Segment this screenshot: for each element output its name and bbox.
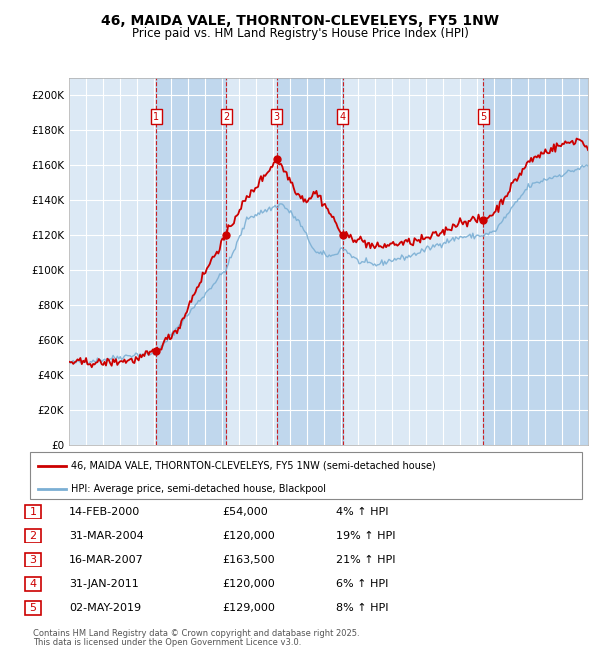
Text: 16-MAR-2007: 16-MAR-2007 <box>69 554 144 565</box>
Text: 2: 2 <box>29 530 37 541</box>
FancyBboxPatch shape <box>25 577 41 591</box>
Text: Contains HM Land Registry data © Crown copyright and database right 2025.: Contains HM Land Registry data © Crown c… <box>33 629 359 638</box>
Text: 02-MAY-2019: 02-MAY-2019 <box>69 603 141 613</box>
Text: 8% ↑ HPI: 8% ↑ HPI <box>336 603 389 613</box>
Text: 5: 5 <box>480 112 487 122</box>
Bar <box>156 78 226 445</box>
Bar <box>483 78 588 445</box>
Bar <box>277 78 343 445</box>
Text: 3: 3 <box>29 554 37 565</box>
Text: £120,000: £120,000 <box>222 530 275 541</box>
Text: £163,500: £163,500 <box>222 554 275 565</box>
Text: £120,000: £120,000 <box>222 578 275 589</box>
Text: 14-FEB-2000: 14-FEB-2000 <box>69 506 140 517</box>
Text: 1: 1 <box>29 506 37 517</box>
FancyBboxPatch shape <box>25 601 41 615</box>
Text: £54,000: £54,000 <box>222 506 268 517</box>
Text: 4: 4 <box>29 578 37 589</box>
Text: 19% ↑ HPI: 19% ↑ HPI <box>336 530 395 541</box>
Text: Price paid vs. HM Land Registry's House Price Index (HPI): Price paid vs. HM Land Registry's House … <box>131 27 469 40</box>
Text: 6% ↑ HPI: 6% ↑ HPI <box>336 578 388 589</box>
Text: This data is licensed under the Open Government Licence v3.0.: This data is licensed under the Open Gov… <box>33 638 301 647</box>
Text: 46, MAIDA VALE, THORNTON-CLEVELEYS, FY5 1NW (semi-detached house): 46, MAIDA VALE, THORNTON-CLEVELEYS, FY5 … <box>71 460 436 471</box>
FancyBboxPatch shape <box>25 552 41 567</box>
Text: £129,000: £129,000 <box>222 603 275 613</box>
Text: 5: 5 <box>29 603 37 613</box>
Text: 31-JAN-2011: 31-JAN-2011 <box>69 578 139 589</box>
Text: 4% ↑ HPI: 4% ↑ HPI <box>336 506 389 517</box>
Text: HPI: Average price, semi-detached house, Blackpool: HPI: Average price, semi-detached house,… <box>71 484 326 494</box>
Text: 2: 2 <box>223 112 230 122</box>
FancyBboxPatch shape <box>25 504 41 519</box>
FancyBboxPatch shape <box>30 452 582 499</box>
FancyBboxPatch shape <box>25 528 41 543</box>
Text: 46, MAIDA VALE, THORNTON-CLEVELEYS, FY5 1NW: 46, MAIDA VALE, THORNTON-CLEVELEYS, FY5 … <box>101 14 499 29</box>
Text: 1: 1 <box>153 112 159 122</box>
Text: 3: 3 <box>274 112 280 122</box>
Text: 21% ↑ HPI: 21% ↑ HPI <box>336 554 395 565</box>
Text: 4: 4 <box>340 112 346 122</box>
Text: 31-MAR-2004: 31-MAR-2004 <box>69 530 144 541</box>
